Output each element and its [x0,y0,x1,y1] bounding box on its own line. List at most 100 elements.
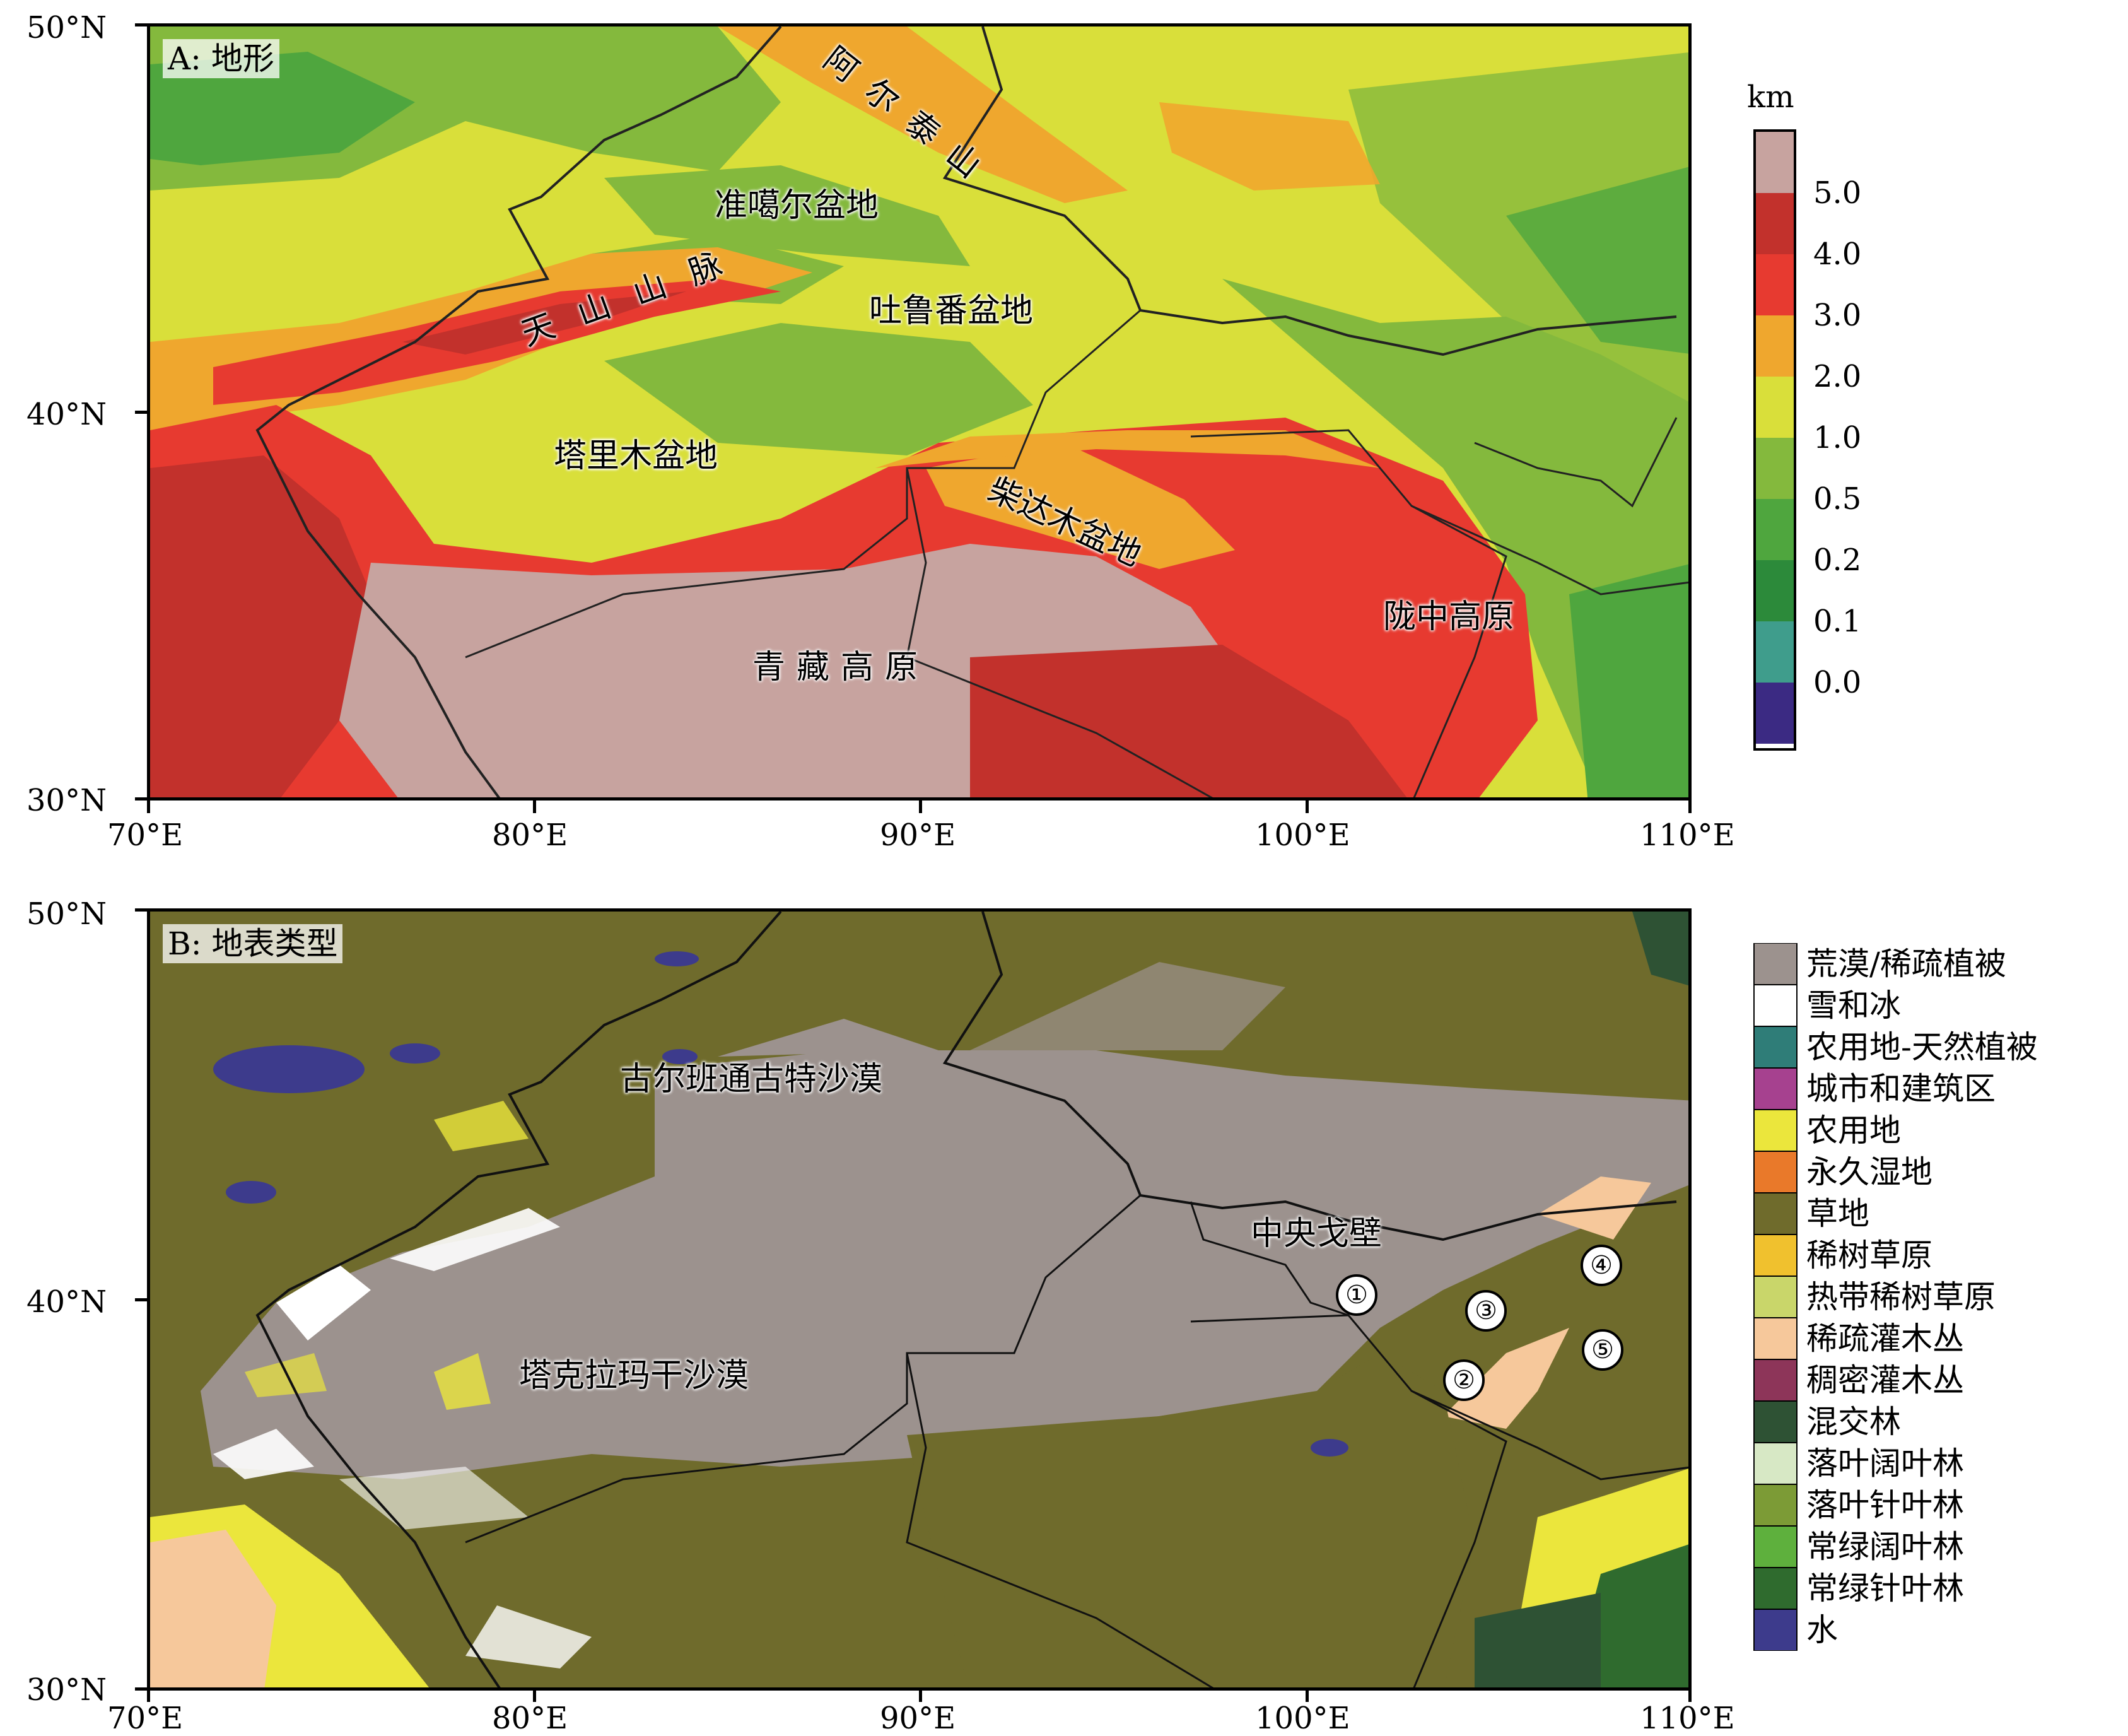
lon-tickmark [919,801,922,813]
legend-item: 雪和冰 [1753,985,1901,1026]
lat-tickmark [135,23,148,26]
legend-swatch [1753,1359,1798,1401]
lon-tickmark [147,801,150,813]
colorbar-tick: 2.0 [1813,359,1862,394]
lon-tick-110-b: 110°E [1640,1701,1735,1736]
colorbar-tick: 4.0 [1813,237,1862,272]
colorbar-swatch [1756,438,1794,499]
terrain-shading [150,26,1688,797]
colorbar-swatch [1756,683,1794,744]
landcover-map: B: 地表类型 古尔班通古特沙漠 中央戈壁 塔克拉玛干沙漠 ① ② ③ ④ ⑤ [147,908,1692,1691]
lat-tick-50-b: 50°N [26,896,107,932]
panel-b-label: B: 地表类型 [163,924,343,963]
lat-tickmark [135,908,148,912]
legend-label: 常绿针叶林 [1806,1570,1964,1607]
colorbar-tick: 0.1 [1813,604,1862,639]
legend-swatch [1753,1526,1798,1568]
colorbar-tick: 0.2 [1813,542,1862,578]
colorbar-tick: 3.0 [1813,298,1862,333]
lon-tick-70-a: 70°E [107,818,184,853]
label-central-gobi: 中央戈壁 [1251,1215,1383,1253]
lon-tick-100-b: 100°E [1255,1701,1350,1736]
label-junggar: 准噶尔盆地 [715,187,879,225]
legend-label: 稠密灌木丛 [1806,1362,1964,1399]
lat-tick-40-b: 40°N [26,1284,107,1320]
legend-label: 落叶阔叶林 [1806,1445,1964,1482]
legend-item: 落叶阔叶林 [1753,1443,1964,1484]
legend-item: 落叶针叶林 [1753,1484,1964,1526]
label-longzhong: 陇中高原 [1383,598,1515,636]
site-marker-1: ① [1336,1274,1377,1316]
label-taklimakan: 塔克拉玛干沙漠 [519,1357,749,1395]
site-marker-3: ③ [1465,1290,1507,1332]
lon-tick-90-b: 90°E [880,1701,956,1736]
legend-swatch [1753,1568,1798,1609]
lon-tick-80-b: 80°E [492,1701,568,1736]
lat-tick-40-a: 40°N [26,397,107,432]
lon-tickmark [1306,1691,1309,1702]
lon-tickmark [1688,1691,1692,1702]
label-tarim: 塔里木盆地 [554,437,718,475]
lat-tickmark [135,1687,148,1691]
legend-swatch [1753,943,1798,985]
landcover-shading [150,912,1688,1687]
lat-tick-30-a: 30°N [26,783,107,818]
colorbar-tick: 0.5 [1813,481,1862,517]
lon-tickmark [533,1691,536,1702]
label-tibet: 青藏高原 [752,648,930,686]
colorbar-swatch [1756,377,1794,438]
lon-tickmark [1306,801,1309,813]
legend-label: 永久湿地 [1806,1154,1932,1190]
legend-item: 荒漠/稀疏植被 [1753,943,2006,985]
lon-tickmark [1688,801,1692,813]
colorbar-swatch [1756,621,1794,683]
colorbar-swatch [1756,193,1794,254]
legend-label: 草地 [1806,1195,1869,1232]
legend-label: 落叶针叶林 [1806,1487,1964,1523]
legend-swatch [1753,1443,1798,1484]
colorbar-unit: km [1747,79,1794,115]
lon-tickmark [919,1691,922,1702]
legend-swatch [1753,1401,1798,1443]
lon-tick-100-a: 100°E [1255,818,1350,853]
legend-label: 混交林 [1806,1404,1901,1440]
legend-label: 农用地 [1806,1112,1901,1149]
lat-tickmark [135,797,148,801]
legend-item: 稀疏灌木丛 [1753,1318,1964,1359]
legend-label: 热带稀树草原 [1806,1279,1996,1315]
colorbar-tick: 5.0 [1813,175,1862,211]
legend-swatch [1753,1151,1798,1193]
lat-tickmark [135,411,148,414]
legend-swatch [1753,1235,1798,1276]
legend-item: 农用地 [1753,1110,1901,1151]
elevation-colorbar [1753,129,1796,751]
legend-label: 水 [1806,1612,1838,1648]
colorbar-swatch [1756,254,1794,315]
colorbar-swatch [1756,315,1794,377]
legend-item: 热带稀树草原 [1753,1276,1996,1318]
legend-swatch [1753,1193,1798,1235]
legend-item: 混交林 [1753,1401,1901,1443]
legend-label: 常绿阔叶林 [1806,1528,1964,1565]
panel-a-label: A: 地形 [163,39,279,78]
legend-item: 稠密灌木丛 [1753,1359,1964,1401]
legend-label: 雪和冰 [1806,987,1901,1024]
terrain-map: A: 地形 阿尔泰山 准噶尔盆地 天山山脉 吐鲁番盆地 塔里木盆地 柴达木盆地 … [147,23,1692,801]
site-marker-5: ⑤ [1582,1329,1623,1371]
colorbar-tick: 1.0 [1813,420,1862,455]
lat-tick-50-a: 50°N [26,10,107,45]
colorbar-swatch [1756,560,1794,621]
legend-label: 农用地-天然植被 [1806,1029,2038,1065]
label-turpan: 吐鲁番盆地 [869,292,1034,330]
lat-tickmark [135,1298,148,1301]
legend-item: 永久湿地 [1753,1151,1932,1193]
legend-item: 稀树草原 [1753,1235,1932,1276]
colorbar-tick: 0.0 [1813,665,1862,700]
legend-swatch [1753,1484,1798,1526]
legend-label: 稀疏灌木丛 [1806,1320,1964,1357]
legend-item: 农用地-天然植被 [1753,1026,2038,1068]
legend-label: 荒漠/稀疏植被 [1806,946,2006,982]
legend-item: 水 [1753,1609,1838,1651]
legend-swatch [1753,1609,1798,1651]
legend-swatch [1753,1110,1798,1151]
